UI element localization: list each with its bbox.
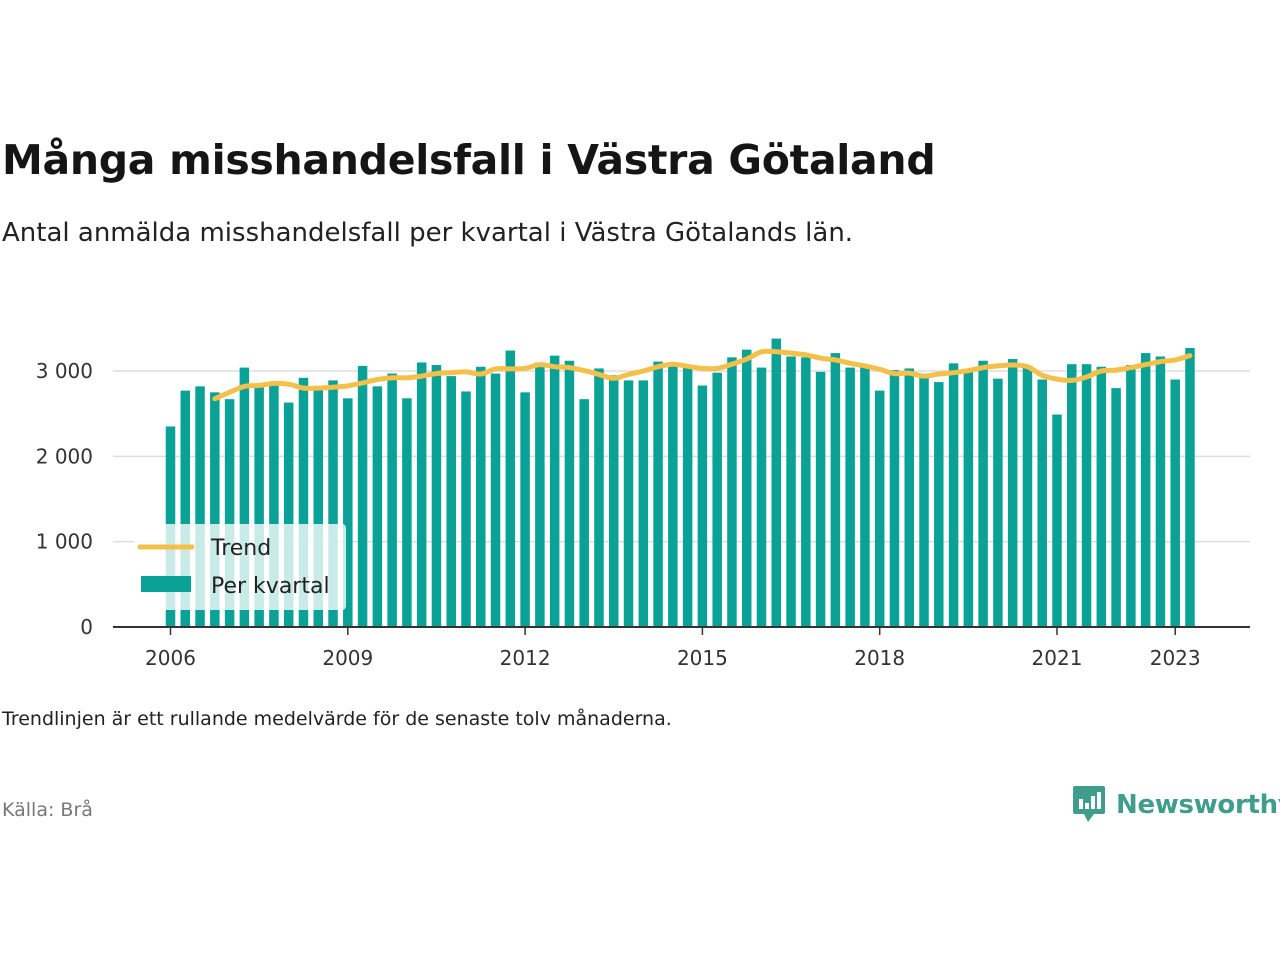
y-tick-label: 0	[80, 615, 93, 639]
y-axis-tick-labels: 0 1 000 2 000 3 000	[36, 359, 93, 639]
bar	[830, 353, 841, 627]
chart-subtitle: Antal anmälda misshandelsfall per kvarta…	[2, 218, 854, 248]
bar	[638, 380, 649, 627]
bar	[815, 371, 826, 627]
bar	[934, 382, 944, 627]
bar-series	[165, 338, 1195, 627]
bar	[1081, 364, 1092, 627]
bar	[948, 363, 959, 627]
legend-trend-label: Trend	[210, 536, 271, 561]
bar	[564, 360, 575, 627]
bar	[298, 377, 309, 627]
bar	[919, 376, 929, 627]
x-axis-ticks: 2006 2009 2012 2015 2018 2021 2023	[145, 627, 1201, 670]
bar	[845, 367, 855, 627]
bar	[505, 350, 516, 627]
bar	[1052, 414, 1062, 627]
bar	[1022, 365, 1033, 627]
brand-name: Newsworthy	[1116, 790, 1280, 820]
bar	[771, 338, 782, 627]
x-tick-label: 2012	[500, 646, 551, 670]
x-tick-label: 2015	[677, 646, 728, 670]
bar	[712, 372, 722, 627]
bar	[668, 362, 678, 627]
bar	[1155, 356, 1166, 627]
bar	[535, 362, 545, 627]
legend: Trend Per kvartal	[134, 524, 346, 610]
bar	[963, 371, 974, 627]
bar	[520, 392, 530, 627]
bar	[195, 386, 205, 627]
bar	[490, 373, 501, 627]
x-tick-label: 2009	[322, 646, 373, 670]
x-tick-label: 2018	[854, 646, 905, 670]
bar	[269, 382, 279, 627]
gridlines	[113, 370, 1250, 543]
bar	[904, 368, 914, 627]
bar	[239, 367, 250, 627]
bar	[1140, 353, 1151, 627]
chart-canvas: 0 1 000 2 000 3 000 2006 2009 2012 2015 2018 202…	[36, 338, 1250, 670]
newsworthy-chart-icon	[1073, 786, 1105, 822]
chart-title: Många misshandelsfall i Västra Götaland	[2, 136, 936, 184]
bar	[741, 349, 752, 627]
legend-bar-swatch	[141, 576, 191, 592]
bar	[697, 385, 708, 627]
bar	[372, 386, 383, 627]
bar	[283, 402, 294, 627]
bar	[431, 365, 442, 627]
chart-note: Trendlinjen är ett rullande medelvärde f…	[2, 708, 672, 730]
bar	[756, 367, 767, 627]
bar	[653, 361, 663, 627]
bar	[224, 399, 235, 627]
bar	[889, 370, 900, 627]
bar	[786, 356, 796, 627]
x-tick-label: 2006	[145, 646, 196, 670]
bar	[416, 362, 427, 627]
trend-series	[212, 348, 1193, 402]
bar	[1170, 379, 1180, 627]
bar	[343, 398, 353, 627]
y-tick-label: 2 000	[36, 444, 93, 468]
bar	[402, 398, 412, 627]
bar	[313, 389, 323, 627]
bar	[594, 368, 604, 627]
newsworthy-logo: Newsworthy	[1072, 783, 1280, 827]
bar	[978, 360, 988, 627]
bar	[1007, 359, 1018, 627]
bar	[180, 390, 191, 627]
bar	[1037, 379, 1047, 627]
bar	[328, 380, 338, 627]
bar	[874, 390, 885, 627]
bar	[801, 357, 811, 627]
bar	[476, 366, 486, 627]
bar	[357, 365, 368, 627]
y-tick-label: 1 000	[36, 530, 93, 554]
bar	[579, 399, 589, 627]
bar	[682, 365, 693, 627]
bar	[446, 376, 456, 627]
bar	[727, 357, 737, 627]
bar	[1096, 366, 1107, 627]
x-tick-label: 2023	[1150, 646, 1201, 670]
bar	[993, 378, 1003, 627]
trend-line	[212, 348, 1193, 402]
bar	[860, 365, 870, 627]
bar	[1111, 388, 1121, 627]
bar	[210, 392, 220, 627]
x-tick-label: 2021	[1032, 646, 1083, 670]
bar	[1185, 347, 1195, 627]
bar	[609, 375, 619, 627]
y-tick-label: 3 000	[36, 359, 93, 383]
bar	[387, 373, 397, 627]
source-label: Källa: Brå	[2, 799, 93, 821]
bar	[623, 380, 634, 627]
bar	[1067, 364, 1077, 627]
legend-bar-label: Per kvartal	[211, 574, 330, 599]
bar	[1126, 365, 1136, 627]
bar	[549, 355, 560, 627]
bar	[461, 391, 471, 627]
bar	[254, 386, 264, 627]
